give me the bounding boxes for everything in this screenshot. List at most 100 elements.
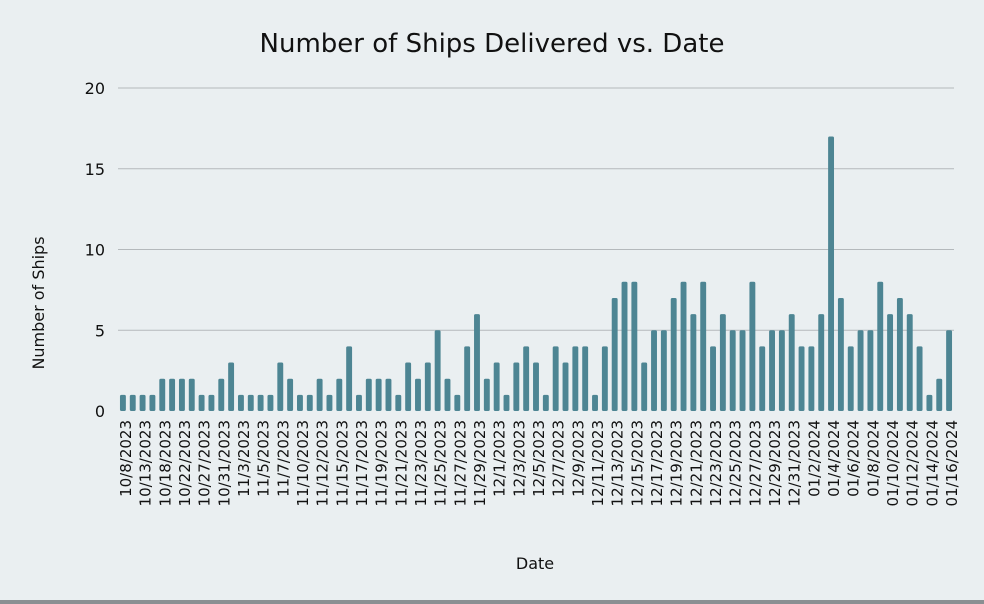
bar: [513, 362, 520, 411]
x-tick-label: 10/31/2023: [215, 420, 233, 506]
bar: [267, 394, 274, 411]
bar: [257, 394, 264, 411]
bar: [503, 394, 510, 411]
x-tick-label: 12/1/2023: [491, 420, 509, 497]
bar: [670, 297, 677, 411]
bar: [218, 378, 225, 411]
bar: [572, 346, 579, 411]
bar: [415, 378, 421, 411]
bar: [356, 394, 362, 411]
bar: [818, 314, 825, 411]
y-tick-label: 0: [95, 402, 105, 421]
y-axis-tick-labels: 0 5 10 15 20: [85, 79, 105, 421]
bar: [287, 378, 294, 411]
y-tick-label: 20: [85, 79, 105, 98]
bar: [228, 362, 235, 411]
bar: [149, 394, 156, 411]
x-tick-label: 11/29/2023: [471, 420, 489, 506]
bar: [936, 378, 943, 411]
x-tick-label: 11/23/2023: [412, 420, 430, 506]
bar: [326, 394, 333, 411]
bar: [306, 394, 313, 411]
bar: [188, 378, 195, 411]
x-tick-label: 01/16/2024: [943, 420, 961, 506]
bar: [277, 362, 284, 411]
bar: [444, 378, 451, 411]
x-axis-label: Date: [516, 554, 554, 573]
x-tick-label: 11/12/2023: [314, 420, 332, 506]
bar: [631, 281, 638, 411]
bar: [601, 346, 608, 411]
bar: [562, 362, 569, 411]
x-tick-label: 01/6/2024: [845, 420, 863, 497]
bar: [169, 378, 176, 411]
y-tick-label: 5: [95, 321, 105, 340]
bar: [808, 346, 815, 411]
bar: [208, 394, 215, 411]
bar: [611, 297, 618, 411]
x-tick-label: 12/11/2023: [589, 420, 607, 506]
chart-title: Number of Ships Delivered vs. Date: [260, 29, 725, 59]
bar: [119, 394, 126, 411]
x-tick-label: 11/25/2023: [432, 420, 450, 506]
bar: [139, 394, 146, 411]
x-tick-label: 12/9/2023: [569, 420, 587, 497]
grid-lines: [118, 87, 954, 331]
bar: [395, 394, 402, 411]
bar: [946, 330, 953, 411]
x-tick-label: 01/12/2024: [904, 420, 922, 506]
bar: [857, 330, 864, 411]
x-tick-label: 01/8/2024: [864, 420, 882, 497]
bar: [533, 362, 539, 411]
bar: [237, 394, 244, 411]
bar: [385, 378, 392, 411]
bar: [847, 346, 854, 411]
x-tick-label: 12/23/2023: [707, 420, 725, 506]
x-tick-label: 01/10/2024: [884, 420, 902, 506]
bar: [778, 330, 785, 411]
bar: [454, 394, 461, 411]
bar: [247, 394, 254, 411]
x-tick-label: 11/15/2023: [333, 420, 351, 506]
bar: [906, 314, 913, 411]
bar: [690, 314, 697, 411]
bar: [759, 346, 766, 411]
x-tick-label: 12/19/2023: [668, 420, 686, 506]
bar: [749, 281, 756, 411]
bar: [582, 346, 589, 411]
bar: [896, 297, 903, 411]
bar: [651, 330, 657, 411]
bar: [198, 394, 205, 411]
x-tick-label: 11/19/2023: [373, 420, 391, 506]
bar: [710, 346, 716, 411]
x-tick-label: 10/27/2023: [196, 420, 214, 506]
x-tick-label: 10/8/2023: [117, 420, 135, 497]
bar: [592, 394, 598, 411]
x-tick-label: 01/4/2024: [825, 420, 843, 497]
bar: [916, 346, 923, 411]
x-tick-label: 12/25/2023: [727, 420, 745, 506]
bars: [119, 136, 953, 411]
bar: [552, 346, 559, 411]
x-tick-label: 11/27/2023: [451, 420, 469, 506]
y-tick-label: 10: [85, 241, 105, 260]
x-tick-label: 11/10/2023: [294, 420, 312, 506]
x-tick-label: 12/27/2023: [746, 420, 764, 506]
bar: [493, 362, 500, 411]
bar: [887, 314, 894, 411]
bar: [867, 330, 874, 411]
bar: [542, 394, 549, 411]
x-tick-label: 12/31/2023: [786, 420, 804, 506]
bar: [769, 330, 775, 411]
x-tick-label: 11/21/2023: [392, 420, 410, 506]
bar: [424, 362, 431, 411]
window-bottom-border: [0, 600, 984, 604]
x-tick-label: 11/3/2023: [235, 420, 253, 497]
bar: [798, 346, 805, 411]
bar: [316, 378, 323, 411]
bar: [660, 330, 667, 411]
bar: [483, 378, 490, 411]
x-tick-label: 11/5/2023: [255, 420, 273, 497]
